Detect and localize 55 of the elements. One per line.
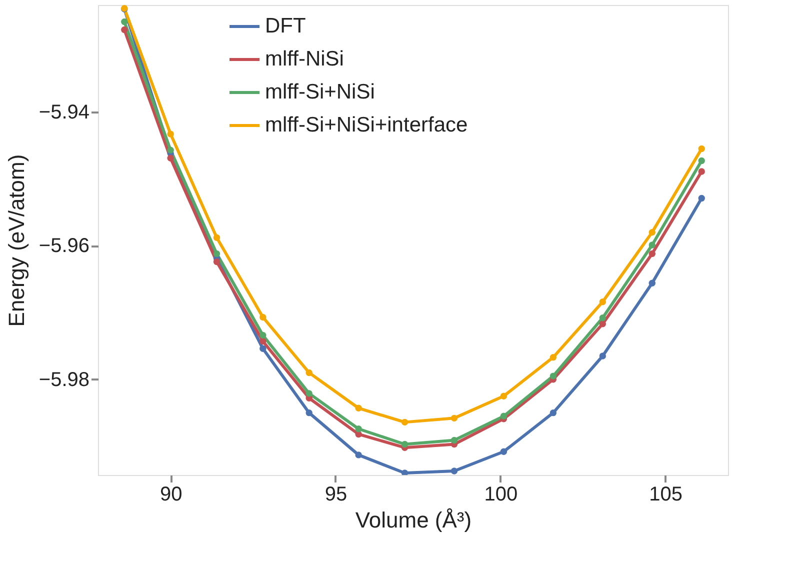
point <box>698 168 705 175</box>
legend-label: mlff-NiSi <box>265 48 344 70</box>
point <box>167 130 174 138</box>
point <box>260 314 266 321</box>
point <box>450 436 458 444</box>
point <box>599 320 606 328</box>
point <box>500 412 508 420</box>
point <box>550 409 557 416</box>
point <box>648 242 656 248</box>
point <box>450 468 458 474</box>
point <box>401 440 408 448</box>
point <box>401 470 408 475</box>
point <box>401 418 408 426</box>
point <box>500 392 508 400</box>
point <box>698 194 705 202</box>
y-tick-label: −5.96 <box>38 235 90 258</box>
x-tick-label: 100 <box>484 484 518 506</box>
point <box>306 369 312 376</box>
point <box>260 338 266 345</box>
point <box>355 404 362 412</box>
point <box>260 345 266 352</box>
point <box>306 390 312 397</box>
point <box>550 372 557 380</box>
point <box>121 18 128 26</box>
x-axis-title: Volume (Å³) <box>355 508 472 532</box>
point <box>355 452 362 458</box>
point <box>121 26 128 34</box>
y-axis-title: Energy (eV/atom) <box>4 154 29 327</box>
y-tick-label: −5.94 <box>38 101 90 124</box>
point <box>167 154 174 162</box>
x-tick-label: 95 <box>324 484 348 506</box>
point <box>648 250 656 258</box>
point <box>698 157 705 164</box>
point <box>648 228 656 236</box>
point <box>550 354 557 361</box>
point <box>306 409 312 416</box>
point <box>213 250 220 258</box>
x-tick-label: 105 <box>649 484 683 506</box>
point <box>260 332 266 339</box>
point <box>500 448 508 455</box>
point <box>213 258 220 266</box>
point <box>355 426 362 432</box>
legend-label: DFT <box>265 14 306 38</box>
point <box>599 298 606 306</box>
y-tick-label: −5.98 <box>38 368 90 391</box>
x-tick-label: 90 <box>160 484 182 506</box>
point <box>599 352 606 360</box>
point <box>213 234 220 242</box>
point <box>648 280 656 286</box>
legend-label: mlff-Si+NiSi+interface <box>265 114 468 136</box>
point <box>698 145 705 152</box>
point <box>450 414 458 422</box>
point <box>167 146 174 154</box>
point <box>599 314 606 322</box>
legend-label: mlff-Si+NiSi <box>265 80 375 104</box>
